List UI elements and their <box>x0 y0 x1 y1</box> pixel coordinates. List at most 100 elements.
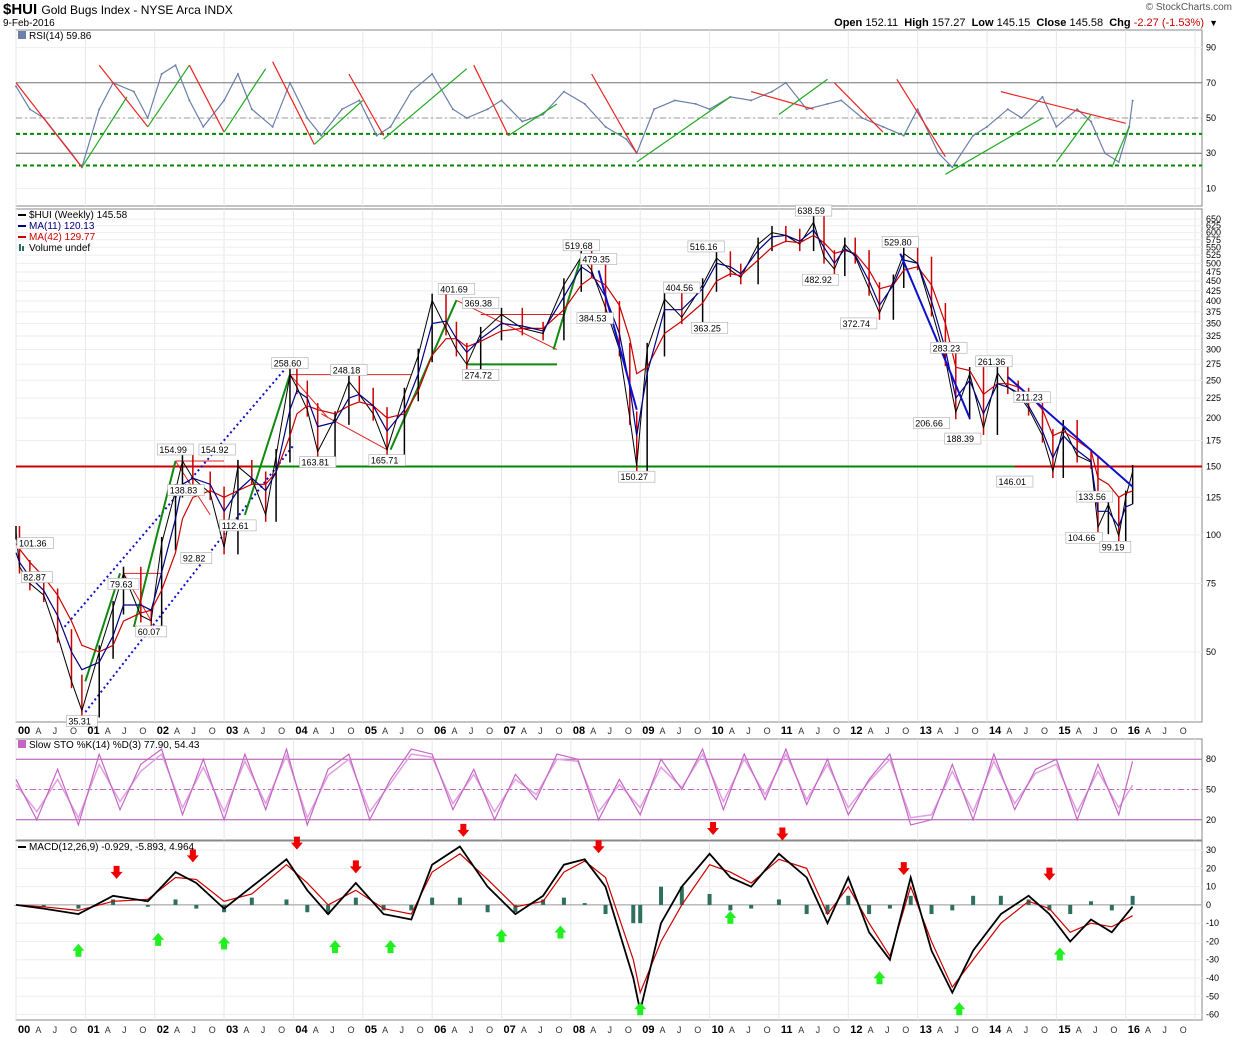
chg-label: Chg <box>1109 17 1131 29</box>
x-axis-tick-label: 03 <box>226 1024 238 1036</box>
rsi-point <box>188 99 191 102</box>
rsi-trendline <box>508 103 558 137</box>
rsi-point <box>1103 152 1106 155</box>
price-axis-tick-label: 525 <box>1206 250 1221 260</box>
x-axis-tick-label: A <box>35 726 41 736</box>
x-axis-tick-label: J <box>53 1025 58 1035</box>
rsi-legend-swatch <box>18 31 26 39</box>
price-point-label-box <box>795 204 833 217</box>
macd-line <box>15 845 1134 1012</box>
macd-histogram-bar <box>929 904 934 915</box>
price-point-label: 384.53 <box>579 314 607 324</box>
rsi-trendline <box>383 68 468 140</box>
sell-signal-arrow-icon <box>897 862 910 876</box>
rsi-point <box>271 125 274 128</box>
price-point-label: 372.74 <box>842 319 870 329</box>
macd-histogram-bar <box>638 904 643 924</box>
x-axis-tick-label: A <box>937 1025 943 1035</box>
sell-signal-arrow-icon <box>776 827 789 841</box>
sell-signal-arrow-icon <box>186 849 199 863</box>
price-point-label: 283.23 <box>933 343 961 353</box>
price-axis-tick-label: 575 <box>1206 235 1221 245</box>
chg-value: -2.27 (-1.53%) <box>1133 17 1204 29</box>
x-axis-tick-label: O <box>486 1025 493 1035</box>
buy-signal-arrow-icon <box>724 910 737 924</box>
x-axis-tick-label: J <box>608 726 613 736</box>
sell-signal-arrow-icon <box>349 860 362 874</box>
x-axis-tick-label: J <box>469 1025 474 1035</box>
x-axis-tick-label: 06 <box>434 1024 446 1036</box>
rsi-point <box>625 138 628 141</box>
rsi-point <box>465 117 468 119</box>
rsi-trendline <box>945 117 1043 175</box>
x-axis-tick-label: 12 <box>850 725 862 737</box>
price-axis-tick-label: 550 <box>1206 242 1221 252</box>
x-axis-tick-label: O <box>347 1025 354 1035</box>
price-point-label-box <box>437 282 475 295</box>
macd-axis-tick-label: 30 <box>1206 845 1216 855</box>
price-point-label: 82.87 <box>23 573 46 583</box>
x-axis-tick-label: A <box>729 726 735 736</box>
macd-histogram-bar <box>326 904 331 915</box>
x-axis-tick-label: J <box>261 726 266 736</box>
price-point-label: 104.66 <box>1068 533 1096 543</box>
price-legend-label: Volume undef <box>29 243 90 254</box>
brand-watermark: © StockCharts.com <box>1145 2 1232 13</box>
buy-signal-arrow-icon <box>873 971 886 985</box>
price-axis-tick-label: 250 <box>1206 375 1221 385</box>
x-axis-tick-label: O <box>902 1025 909 1035</box>
x-axis-tick-label: J <box>399 1025 404 1035</box>
price-point-label-box <box>167 484 205 496</box>
close-label: Close <box>1036 17 1067 29</box>
rsi-point <box>431 73 434 75</box>
x-axis-tick-label: 08 <box>573 1024 585 1036</box>
rsi-point <box>951 166 954 169</box>
quote-dropdown-icon[interactable]: ▼ <box>1209 18 1218 28</box>
macd-axis-tick-label: -50 <box>1206 991 1219 1001</box>
x-axis-tick-label: 16 <box>1128 1024 1140 1036</box>
macd-histogram-bar <box>887 904 892 909</box>
price-close-line <box>15 220 1134 713</box>
rsi-trendline <box>188 64 225 133</box>
x-axis-tick-label: 08 <box>573 725 585 737</box>
x-axis-tick-label: A <box>660 1025 666 1035</box>
price-point-label: 401.69 <box>440 284 468 294</box>
open-value: 152.11 <box>865 17 899 29</box>
price-point-label: 133.56 <box>1078 492 1106 502</box>
buy-signal-arrow-icon <box>495 929 508 943</box>
rsi-point <box>389 125 392 128</box>
rsi-point <box>146 117 149 119</box>
macd-histogram-bar <box>825 904 830 915</box>
x-axis-tick-label: J <box>538 726 543 736</box>
rsi-trendline <box>591 73 638 154</box>
x-axis-tick-label: 04 <box>295 1024 308 1036</box>
rsi-trendline <box>1055 114 1092 163</box>
buy-signal-arrow-icon <box>152 932 165 946</box>
low-label: Low <box>971 17 994 29</box>
price-point-label: 516.16 <box>690 242 718 252</box>
x-axis-tick-label: O <box>694 726 701 736</box>
x-axis-tick-label: J <box>399 726 404 736</box>
rsi-point <box>826 102 829 105</box>
price-point-label-box <box>330 364 368 376</box>
price-point-label-box <box>996 475 1034 488</box>
symbol-title: $HUI Gold Bugs Index - NYSE Arca INDX <box>3 1 233 18</box>
rsi-point <box>486 108 489 111</box>
price-legend-swatch <box>22 246 24 251</box>
rsi-point <box>784 81 787 84</box>
rsi-trendline <box>751 91 814 110</box>
sto-legend-swatch <box>18 740 26 748</box>
x-axis-tick-label: 11 <box>781 1024 793 1036</box>
price-legend-label: MA(42) 129.77 <box>29 232 96 243</box>
x-axis-tick-label: 06 <box>434 725 446 737</box>
x-axis-tick-label: O <box>972 726 979 736</box>
price-axis-tick-label: 375 <box>1206 307 1221 317</box>
price-channel-line <box>84 444 295 713</box>
rsi-trendline <box>348 73 385 136</box>
rsi-point <box>902 134 905 137</box>
rsi-axis-tick-label: 50 <box>1206 113 1216 123</box>
open-label: Open <box>834 17 863 29</box>
x-axis-tick-label: A <box>521 1025 527 1035</box>
x-axis-tick-label: A <box>105 726 111 736</box>
